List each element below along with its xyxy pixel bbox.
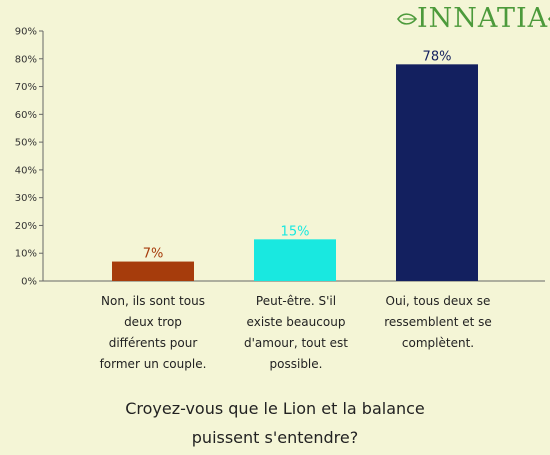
y-tick-label: 70%: [15, 82, 37, 93]
leaf-ornament-left-icon: [397, 13, 417, 25]
category-label: Oui, tous deux se ressemblent et se comp…: [384, 294, 492, 350]
bar-chart: 0% 10% 20% 30% 40% 50% 60% 70% 80% 90% 7% 15% 78%: [15, 27, 545, 288]
y-tick-label: 50%: [15, 138, 37, 149]
data-labels: 7% 15% 78%: [143, 49, 452, 261]
y-tick-label: 40%: [15, 165, 37, 176]
y-tick-label: 90%: [15, 27, 37, 38]
bar: [254, 239, 336, 281]
innatia-logo[interactable]: INNATIA: [397, 4, 550, 34]
data-label: 78%: [423, 49, 452, 64]
bar: [396, 64, 478, 281]
y-tick-label: 0%: [21, 277, 37, 288]
y-tick-label: 10%: [15, 249, 37, 260]
bars: [112, 64, 478, 281]
y-tick-label: 30%: [15, 193, 37, 204]
data-label: 7%: [143, 247, 164, 262]
category-label: Peut-être. S'il existe beaucoup d'amour,…: [244, 294, 348, 371]
category-label: Non, ils sont tous deux trop différents …: [99, 294, 207, 371]
bar: [112, 261, 194, 281]
data-label: 15%: [281, 224, 310, 239]
y-tick-label: 20%: [15, 221, 37, 232]
brand-name: INNATIA: [417, 3, 549, 34]
y-tick-label: 60%: [15, 110, 37, 121]
y-tick-label: 80%: [15, 54, 37, 65]
chart-title: Croyez-vous que le Lion et la balance pu…: [125, 399, 425, 447]
